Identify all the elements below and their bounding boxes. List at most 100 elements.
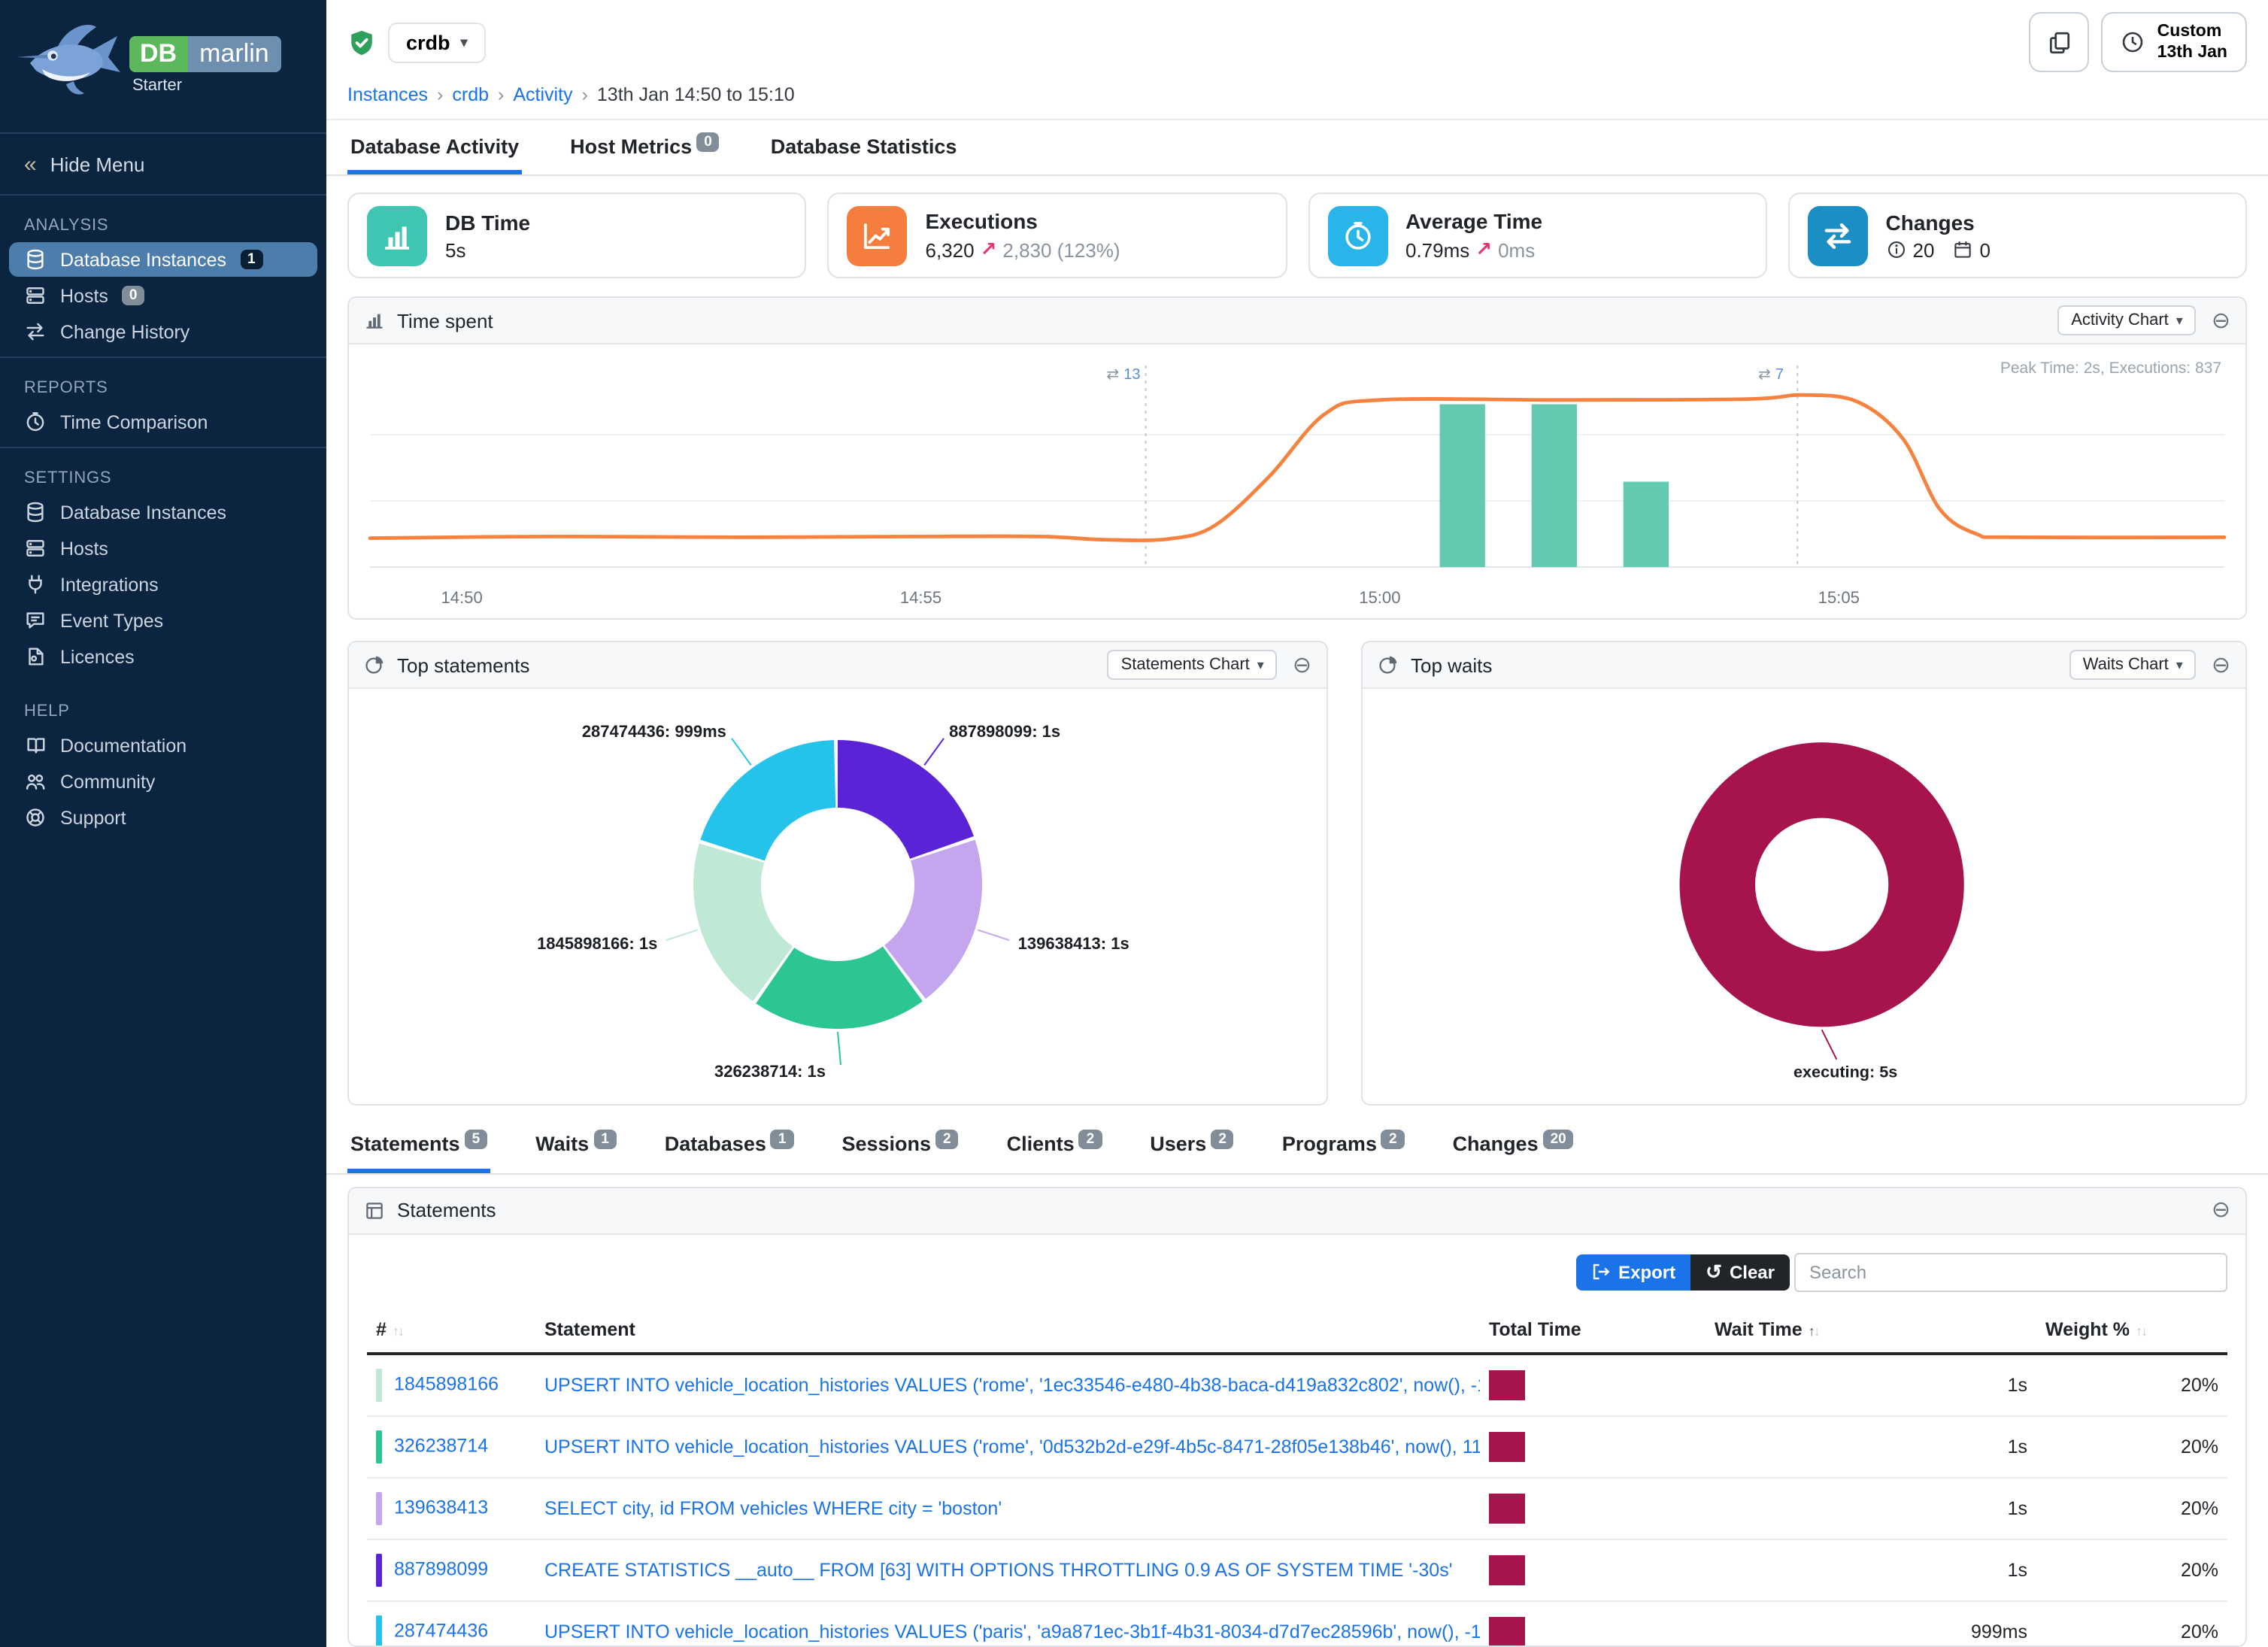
clear-button[interactable]: ↺ Clear (1690, 1254, 1790, 1291)
pie-chart-icon (364, 655, 385, 676)
sidebar-section-settings: SETTINGS Database Instances Hosts Integrati… (0, 448, 326, 681)
statement-id-link[interactable]: 139638413 (394, 1496, 489, 1518)
detail-tab-changes[interactable]: Changes 20 (1450, 1118, 1577, 1173)
collapse-panel-icon[interactable]: ⊖ (2211, 652, 2230, 678)
tab-database-statistics[interactable]: Database Statistics (768, 120, 960, 175)
sidebar-item-time-comparison[interactable]: Time Comparison (9, 405, 317, 439)
sidebar-item-support[interactable]: Support (9, 800, 317, 835)
hide-menu-button[interactable]: « Hide Menu (0, 134, 326, 194)
sidebar-item-hosts[interactable]: Hosts (9, 531, 317, 566)
sidebar-item-community[interactable]: Community (9, 764, 317, 799)
donut-slice-287474436[interactable] (693, 740, 982, 1030)
collapse-panel-icon[interactable]: ⊖ (2211, 308, 2230, 334)
tab-label: Programs (1281, 1133, 1377, 1156)
time-spent-chart[interactable]: ⇄ 13 ⇄ 7 14:50 14:55 15:00 15:05 (364, 357, 2230, 616)
statement-text-link[interactable]: SELECT city, id FROM vehicles WHERE city… (544, 1497, 1002, 1519)
detail-tab-databases[interactable]: Databases 1 (662, 1118, 797, 1173)
statement-text-link[interactable]: UPSERT INTO vehicle_location_histories V… (544, 1374, 1480, 1396)
statement-id-link[interactable]: 326238714 (394, 1434, 489, 1456)
tab-label: Clients (1006, 1133, 1075, 1156)
statements-chart-select[interactable]: Statements Chart ▾ (1107, 650, 1278, 681)
changes-info-count: 20 (1912, 238, 1935, 262)
plug-icon (24, 573, 47, 596)
sidebar-item-event-types[interactable]: Event Types (9, 603, 317, 638)
time-range-button[interactable]: Custom 13th Jan (2101, 12, 2247, 72)
top-waits-chart-area: executing: 5s (1363, 690, 2245, 1105)
donut-slice-executing[interactable] (1679, 742, 1964, 1027)
tab-badge: 5 (464, 1130, 488, 1150)
statement-text-link[interactable]: UPSERT INTO vehicle_location_histories V… (544, 1436, 1480, 1457)
x-tick-label: 15:05 (1818, 589, 1860, 608)
column-header-weight[interactable]: Weight % ↑↓ (2036, 1306, 2227, 1355)
sidebar-item-documentation[interactable]: Documentation (9, 728, 317, 763)
instance-selector[interactable]: crdb ▾ (388, 22, 486, 62)
sidebar-item-licences[interactable]: Licences (9, 639, 317, 674)
breadcrumb-crdb[interactable]: crdb (452, 84, 490, 105)
statement-id-link[interactable]: 887898099 (394, 1558, 489, 1579)
collapse-panel-icon[interactable]: ⊖ (2211, 1197, 2230, 1224)
breadcrumb-separator: › (498, 84, 505, 105)
collapse-panel-icon[interactable]: ⊖ (1292, 652, 1311, 678)
detail-tab-users[interactable]: Users 2 (1147, 1118, 1237, 1173)
metric-card-text: Changes 20 0 (1886, 211, 1991, 262)
sidebar-item-label: Support (60, 807, 126, 828)
detail-tab-waits[interactable]: Waits 1 (532, 1118, 620, 1173)
detail-tab-programs[interactable]: Programs 2 (1279, 1118, 1408, 1173)
clock-icon (24, 411, 47, 433)
statement-id-link[interactable]: 287474436 (394, 1619, 489, 1641)
sidebar-item-hosts[interactable]: Hosts 0 (9, 278, 317, 313)
statement-text-link[interactable]: UPSERT INTO vehicle_location_histories V… (544, 1621, 1480, 1642)
tab-label: Database Statistics (770, 135, 957, 158)
sidebar-item-database-instances[interactable]: Database Instances 1 (9, 242, 317, 277)
top-statements-donut[interactable]: 887898099: 1s 139638413: 1s 326238714: 1s 1… (349, 690, 1327, 1105)
search-input[interactable] (1794, 1252, 2227, 1292)
tab-label: Database Activity (350, 135, 520, 158)
copy-button[interactable] (2029, 12, 2090, 72)
tab-host-metrics[interactable]: Host Metrics 0 (567, 120, 723, 175)
sidebar-item-integrations[interactable]: Integrations (9, 567, 317, 602)
sidebar-item-label: Integrations (60, 574, 159, 595)
activity-chart-select[interactable]: Activity Chart ▾ (2057, 305, 2197, 336)
statements-panel: Statements ⊖ Export ↺ Clear (347, 1186, 2247, 1647)
sort-icon: ↑↓ (2136, 1323, 2148, 1339)
tab-label: Waits (535, 1133, 590, 1156)
tab-database-activity[interactable]: Database Activity (347, 120, 523, 175)
detail-tab-sessions[interactable]: Sessions 2 (838, 1118, 961, 1173)
breadcrumb-activity[interactable]: Activity (513, 84, 573, 105)
executions-bar (1531, 405, 1577, 568)
statement-color-chip (376, 1615, 382, 1645)
export-icon (1591, 1262, 1611, 1282)
donut-label: 287474436: 999ms (582, 723, 726, 742)
sidebar-item-database-instances[interactable]: Database Instances (9, 495, 317, 529)
cell-statement: SELECT city, id FROM vehicles WHERE city… (535, 1477, 1480, 1540)
detail-tab-statements[interactable]: Statements 5 (347, 1118, 491, 1173)
breadcrumb-instances[interactable]: Instances (347, 84, 429, 105)
tab-label: Statements (350, 1133, 460, 1156)
sidebar-item-change-history[interactable]: Change History (9, 314, 317, 349)
metric-card-db-time: DB Time 5s (347, 193, 807, 279)
statement-id-link[interactable]: 1845898166 (394, 1372, 499, 1394)
main-content: crdb ▾ Custom 13th Jan (326, 0, 2268, 1647)
waits-chart-select[interactable]: Waits Chart ▾ (2069, 650, 2197, 681)
top-waits-donut[interactable]: executing: 5s (1363, 690, 2245, 1105)
database-icon (24, 501, 47, 523)
statement-text-link[interactable]: CREATE STATISTICS __auto__ FROM [63] WIT… (544, 1559, 1453, 1581)
line-chart-icon (847, 205, 908, 266)
export-button[interactable]: Export (1576, 1254, 1691, 1291)
cell-wait-time: 1s (1706, 1539, 2036, 1602)
donut-label-line (666, 930, 698, 942)
column-header-wait-time[interactable]: Wait Time ↑↓ (1706, 1306, 2036, 1355)
column-header-id[interactable]: # ↑↓ (367, 1306, 535, 1355)
sidebar-divider (0, 132, 326, 134)
total-time-bar (1489, 1616, 1525, 1645)
detail-tab-clients[interactable]: Clients 2 (1004, 1118, 1105, 1173)
cell-total-time (1480, 1415, 1706, 1479)
sidebar-section-analysis: ANALYSIS Database Instances 1 Hosts 0 Change … (0, 196, 326, 356)
clear-label: Clear (1729, 1261, 1775, 1283)
metric-cards: DB Time 5s Executions 6,320 ↗ 2,830 (123%) Ave… (326, 177, 2268, 285)
column-header-statement[interactable]: Statement (535, 1306, 1480, 1355)
donut-slice-887898099[interactable] (693, 740, 982, 1030)
column-header-total-time[interactable]: Total Time (1480, 1306, 1706, 1355)
donut-slice-326238714[interactable] (684, 730, 993, 1039)
time-spent-chart-area: Peak Time: 2s, Executions: 837 ⇄ 13 ⇄ 7 14:5… (349, 345, 2245, 619)
